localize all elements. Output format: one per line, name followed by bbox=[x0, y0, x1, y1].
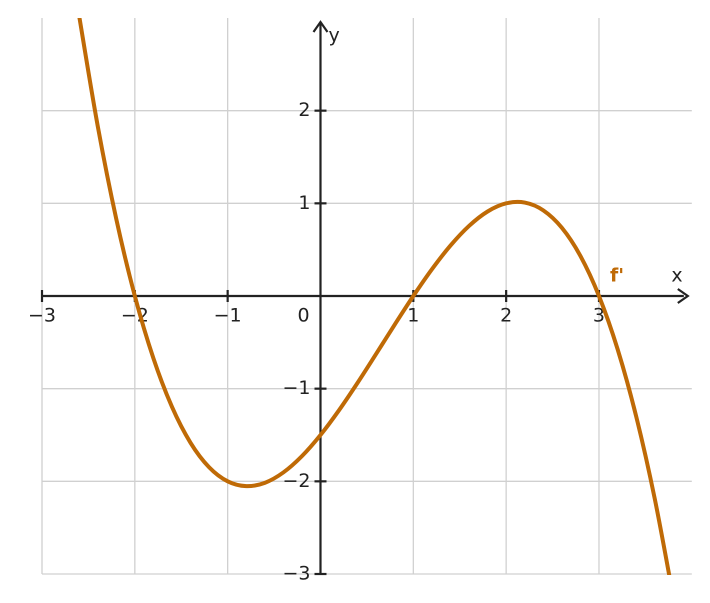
x-axis-arrow bbox=[677, 288, 690, 304]
plot-area bbox=[77, 18, 672, 575]
curve bbox=[77, 18, 672, 575]
y-tick-label: 2 bbox=[298, 99, 310, 121]
y-axis-arrow bbox=[312, 20, 329, 33]
x-tick-label: 3 bbox=[593, 305, 605, 327]
x-tick-label: 2 bbox=[500, 305, 512, 327]
curve-label: f' bbox=[610, 265, 624, 287]
y-axis-label: y bbox=[328, 25, 339, 47]
y-tick-label: −1 bbox=[282, 377, 310, 399]
x-tick-label: 0 bbox=[297, 305, 309, 327]
x-tick-label: 1 bbox=[407, 305, 419, 327]
x-tick-label: −3 bbox=[28, 305, 56, 327]
y-tick-label: 1 bbox=[298, 192, 310, 214]
y-tick-label: −2 bbox=[282, 470, 310, 492]
x-axis-label: x bbox=[671, 265, 682, 287]
y-tick-label: −3 bbox=[282, 563, 310, 585]
x-tick-label: −1 bbox=[214, 305, 242, 327]
x-tick-label: −2 bbox=[121, 305, 149, 327]
